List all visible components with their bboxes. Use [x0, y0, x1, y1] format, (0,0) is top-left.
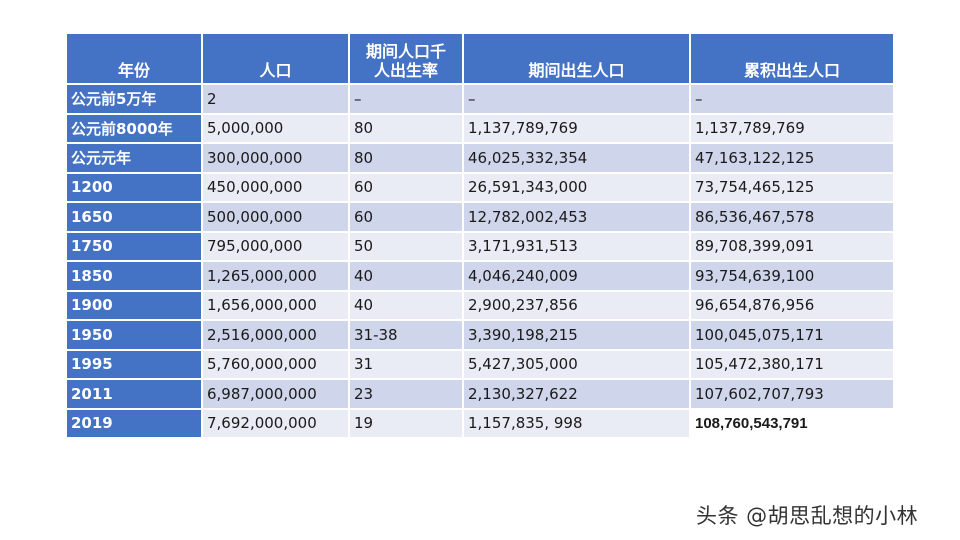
year-cell: 2019 — [67, 407, 203, 437]
birth-rate-cell: 31 — [349, 348, 464, 379]
year-cell: 1650 — [67, 201, 203, 232]
cumulative-births-cell: 73,754,465,125 — [690, 171, 893, 202]
year-cell: 公元前8000年 — [67, 112, 203, 143]
year-cell: 1995 — [67, 348, 203, 379]
table-row: 2011 6,987,000,000 23 2,130,327,622 107,… — [67, 378, 893, 409]
year-cell: 1950 — [67, 319, 203, 350]
population-cell: 5,000,000 — [202, 112, 350, 143]
birth-rate-cell: 40 — [349, 260, 464, 291]
period-births-cell: 5,427,305,000 — [463, 348, 691, 379]
table-row: 1200 450,000,000 60 26,591,343,000 73,75… — [67, 171, 893, 202]
population-cell: 795,000,000 — [202, 230, 350, 261]
table-row: 2019 7,692,000,000 19 1,157,835, 998 108… — [67, 407, 893, 437]
period-births-cell: 3,171,931,513 — [463, 230, 691, 261]
population-cell: 6,987,000,000 — [202, 378, 350, 409]
population-cell: 500,000,000 — [202, 201, 350, 232]
table-body: 公元前5万年 2 – – – 公元前8000年 5,000,000 80 1,1… — [67, 83, 893, 437]
table-row: 公元元年 300,000,000 80 46,025,332,354 47,16… — [67, 142, 893, 173]
period-births-cell: – — [463, 83, 691, 114]
cumulative-births-total: 108,760,543,791 — [690, 407, 893, 437]
cumulative-births-cell: 100,045,075,171 — [690, 319, 893, 350]
cumulative-births-cell: – — [690, 83, 893, 114]
header-birth-rate: 期间人口千人出生率 — [349, 34, 464, 84]
year-cell: 2011 — [67, 378, 203, 409]
population-cell: 450,000,000 — [202, 171, 350, 202]
year-cell: 1200 — [67, 171, 203, 202]
cumulative-births-cell: 1,137,789,769 — [690, 112, 893, 143]
period-births-cell: 46,025,332,354 — [463, 142, 691, 173]
cumulative-births-cell: 96,654,876,956 — [690, 289, 893, 320]
table-row: 公元前5万年 2 – – – — [67, 83, 893, 114]
birth-rate-cell: – — [349, 83, 464, 114]
birth-rate-cell: 60 — [349, 201, 464, 232]
year-cell: 公元前5万年 — [67, 83, 203, 114]
year-cell: 1750 — [67, 230, 203, 261]
period-births-cell: 12,782,002,453 — [463, 201, 691, 232]
table-row: 1650 500,000,000 60 12,782,002,453 86,53… — [67, 201, 893, 232]
birth-rate-cell: 31-38 — [349, 319, 464, 350]
birth-rate-cell: 50 — [349, 230, 464, 261]
population-cell: 2,516,000,000 — [202, 319, 350, 350]
period-births-cell: 2,130,327,622 — [463, 378, 691, 409]
cumulative-births-cell: 107,602,707,793 — [690, 378, 893, 409]
table-row: 1900 1,656,000,000 40 2,900,237,856 96,6… — [67, 289, 893, 320]
header-population: 人口 — [202, 34, 350, 84]
period-births-cell: 4,046,240,009 — [463, 260, 691, 291]
cumulative-births-cell: 105,472,380,171 — [690, 348, 893, 379]
birth-rate-cell: 19 — [349, 407, 464, 437]
period-births-cell: 26,591,343,000 — [463, 171, 691, 202]
table-row: 公元前8000年 5,000,000 80 1,137,789,769 1,13… — [67, 112, 893, 143]
table-row: 1850 1,265,000,000 40 4,046,240,009 93,7… — [67, 260, 893, 291]
header-year: 年份 — [67, 34, 203, 84]
year-cell: 1850 — [67, 260, 203, 291]
table-row: 1995 5,760,000,000 31 5,427,305,000 105,… — [67, 348, 893, 379]
period-births-cell: 2,900,237,856 — [463, 289, 691, 320]
birth-rate-cell: 80 — [349, 112, 464, 143]
birth-rate-cell: 23 — [349, 378, 464, 409]
cumulative-births-cell: 93,754,639,100 — [690, 260, 893, 291]
header-period-births: 期间出生人口 — [463, 34, 691, 84]
population-cell: 1,265,000,000 — [202, 260, 350, 291]
population-births-table: 年份 人口 期间人口千人出生率 期间出生人口 累积出生人口 公元前5万年 2 –… — [67, 34, 893, 437]
birth-rate-cell: 80 — [349, 142, 464, 173]
population-cell: 2 — [202, 83, 350, 114]
population-cell: 5,760,000,000 — [202, 348, 350, 379]
table-header-row: 年份 人口 期间人口千人出生率 期间出生人口 累积出生人口 — [67, 34, 893, 84]
header-cumulative-births: 累积出生人口 — [690, 34, 893, 84]
birth-rate-cell: 40 — [349, 289, 464, 320]
cumulative-births-cell: 47,163,122,125 — [690, 142, 893, 173]
population-cell: 7,692,000,000 — [202, 407, 350, 437]
year-cell: 1900 — [67, 289, 203, 320]
population-cell: 1,656,000,000 — [202, 289, 350, 320]
table-row: 1750 795,000,000 50 3,171,931,513 89,708… — [67, 230, 893, 261]
period-births-cell: 1,137,789,769 — [463, 112, 691, 143]
watermark-text: 头条 @胡思乱想的小林 — [696, 504, 919, 528]
cumulative-births-cell: 86,536,467,578 — [690, 201, 893, 232]
population-cell: 300,000,000 — [202, 142, 350, 173]
birth-rate-cell: 60 — [349, 171, 464, 202]
period-births-cell: 1,157,835, 998 — [463, 407, 691, 437]
cumulative-births-cell: 89,708,399,091 — [690, 230, 893, 261]
period-births-cell: 3,390,198,215 — [463, 319, 691, 350]
table-row: 1950 2,516,000,000 31-38 3,390,198,215 1… — [67, 319, 893, 350]
year-cell: 公元元年 — [67, 142, 203, 173]
